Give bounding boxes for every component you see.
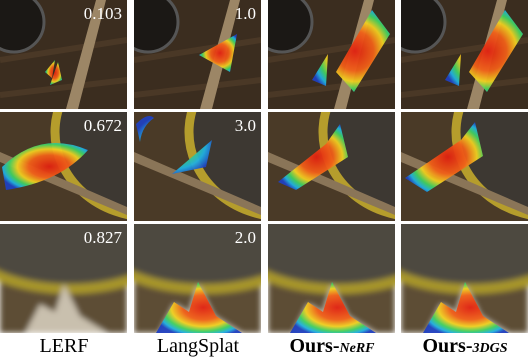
- column-name: Ours-: [422, 335, 472, 357]
- figure: 0.103 1.0 0.672 3.0 0.827 2.0 LERF LangSplat Our…: [0, 0, 528, 358]
- score: 1.0: [235, 4, 256, 23]
- column-name: Ours-: [290, 335, 340, 357]
- score: 3.0: [235, 116, 256, 135]
- image-cell: [252, 0, 395, 109]
- column-name: LangSplat: [157, 335, 240, 357]
- column-variant: 3DGS: [471, 341, 507, 356]
- score: 0.103: [84, 4, 122, 23]
- column-label: Ours-3DGS: [422, 335, 507, 357]
- column-label: LangSplat: [157, 335, 240, 357]
- column-name: LERF: [40, 335, 89, 357]
- column-label: LERF: [40, 335, 89, 357]
- score: 2.0: [235, 228, 256, 247]
- score: 0.672: [84, 116, 122, 135]
- column-variant: NeRF: [339, 341, 376, 356]
- score: 0.827: [84, 228, 123, 247]
- image-cell: [385, 0, 528, 109]
- column-label: Ours-NeRF: [290, 335, 376, 357]
